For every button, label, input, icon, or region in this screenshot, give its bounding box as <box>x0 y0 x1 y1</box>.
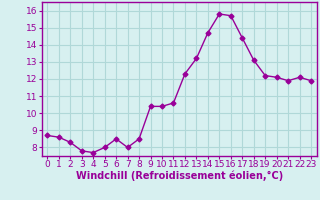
X-axis label: Windchill (Refroidissement éolien,°C): Windchill (Refroidissement éolien,°C) <box>76 171 283 181</box>
